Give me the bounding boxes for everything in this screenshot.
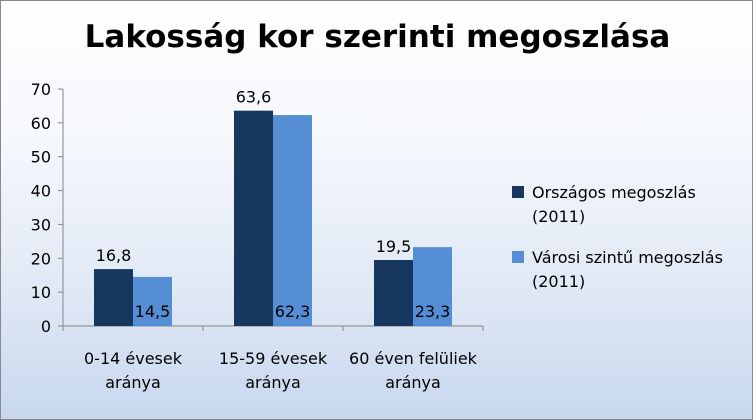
bar [273,115,312,326]
bar [374,259,413,326]
y-tick-label: 0 [41,317,51,336]
legend-label: Országos megoszlás [532,183,696,202]
data-label: 19,5 [376,237,412,256]
legend-swatch [512,251,524,263]
bar [413,247,452,326]
x-tick-label: aránya [105,373,161,392]
y-tick-label: 70 [31,80,51,99]
legend-label: (2011) [532,272,585,291]
y-tick-label: 30 [31,215,51,234]
data-label: 23,3 [415,302,451,321]
y-tick-label: 20 [31,249,51,268]
y-tick-label: 60 [31,114,51,133]
bar [94,269,133,326]
bar [133,276,172,326]
y-tick-label: 40 [31,182,51,201]
data-label: 63,6 [236,88,272,107]
legend-swatch [512,186,524,198]
data-label: 62,3 [275,302,311,321]
x-tick-label: 15-59 évesek [219,349,328,368]
x-tick-label: aránya [385,373,441,392]
y-tick-label: 50 [31,148,51,167]
x-tick-label: aránya [245,373,301,392]
x-tick-label: 60 éven felüliek [349,349,478,368]
legend-label: (2011) [532,207,585,226]
data-label: 16,8 [96,246,132,265]
x-tick-label: 0-14 évesek [84,349,183,368]
y-tick-label: 10 [31,283,51,302]
legend-label: Városi szintű megoszlás [532,248,723,267]
data-label: 14,5 [135,302,171,321]
bar [234,110,273,326]
chart-title: Lakosság kor szerinti megoszlása [84,19,671,55]
